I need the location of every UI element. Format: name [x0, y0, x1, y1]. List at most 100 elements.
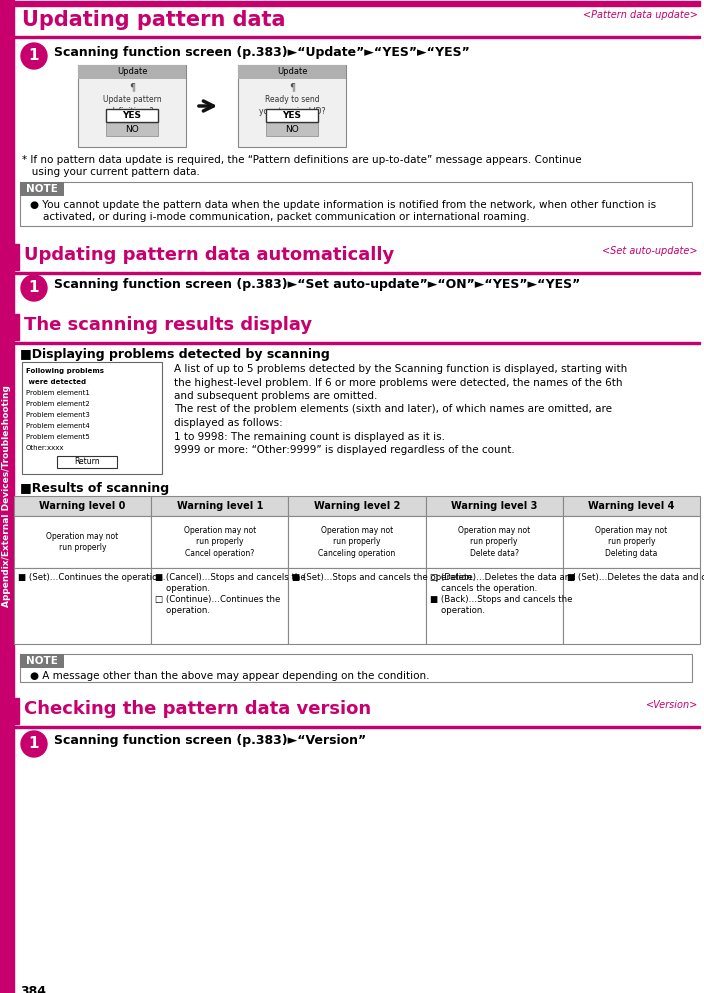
Text: A list of up to 5 problems detected by the Scanning function is displayed, start: A list of up to 5 problems detected by t… — [174, 364, 627, 374]
Text: ■ (Set)…Stops and cancels the operation.: ■ (Set)…Stops and cancels the operation. — [292, 573, 475, 582]
Bar — [78, 65, 186, 147]
Text: Other:xxxx: Other:xxxx — [26, 445, 65, 451]
Text: operation.: operation. — [155, 606, 210, 615]
Text: Operation may not
run properly
Deleting data: Operation may not run properly Deleting … — [596, 525, 667, 558]
Text: ■ (Set)…Continues the operation.: ■ (Set)…Continues the operation. — [18, 573, 165, 582]
Text: displayed as follows:: displayed as follows: — [174, 418, 283, 428]
Text: Update: Update — [277, 68, 307, 76]
Text: ● A message other than the above may appear depending on the condition.: ● A message other than the above may app… — [30, 671, 429, 681]
Text: were detected: were detected — [26, 379, 86, 385]
Text: NO: NO — [285, 125, 299, 134]
Text: Warning level 0: Warning level 0 — [39, 501, 126, 511]
Text: ¶: ¶ — [289, 82, 295, 92]
Text: Operation may not
run properly
Canceling operation: Operation may not run properly Canceling… — [318, 525, 396, 558]
Text: Return: Return — [74, 458, 100, 467]
Text: Problem element4: Problem element4 — [26, 423, 89, 429]
Text: Problem element1: Problem element1 — [26, 390, 90, 396]
Text: <Version>: <Version> — [646, 700, 698, 710]
Text: * If no pattern data update is required, the “Pattern definitions are up-to-date: * If no pattern data update is required,… — [22, 155, 582, 165]
Bar — [151, 516, 289, 568]
Bar — [57, 456, 117, 468]
Text: Updating pattern data: Updating pattern data — [22, 10, 286, 30]
Text: ■Results of scanning: ■Results of scanning — [20, 482, 169, 495]
Text: Scanning function screen (p.383)►“Version”: Scanning function screen (p.383)►“Versio… — [54, 734, 366, 747]
Text: <Pattern data update>: <Pattern data update> — [583, 10, 698, 20]
Bar — [14, 568, 151, 644]
Text: Operation may not
run properly: Operation may not run properly — [46, 531, 119, 552]
Text: YES: YES — [122, 111, 142, 120]
Text: Following problems: Following problems — [26, 368, 104, 374]
Circle shape — [21, 731, 47, 757]
Text: 384: 384 — [20, 985, 46, 993]
Text: Checking the pattern data version: Checking the pattern data version — [24, 700, 371, 718]
Text: □ (Continue)…Continues the: □ (Continue)…Continues the — [155, 595, 281, 604]
Text: YES: YES — [282, 111, 301, 120]
Text: the highest-level problem. If 6 or more problems were detected, the names of the: the highest-level problem. If 6 or more … — [174, 377, 622, 387]
Bar — [0, 0, 14, 993]
Text: 9999 or more: “Other:9999” is displayed regardless of the count.: 9999 or more: “Other:9999” is displayed … — [174, 445, 515, 455]
Text: The rest of the problem elements (sixth and later), of which names are omitted, : The rest of the problem elements (sixth … — [174, 404, 612, 414]
Bar — [106, 109, 158, 122]
Bar — [151, 496, 289, 516]
Text: and subsequent problems are omitted.: and subsequent problems are omitted. — [174, 391, 377, 401]
Text: 1 to 9998: The remaining count is displayed as it is.: 1 to 9998: The remaining count is displa… — [174, 432, 445, 442]
Text: 1: 1 — [29, 49, 39, 64]
Text: NOTE: NOTE — [26, 656, 58, 666]
Text: Appendix/External Devices/Troubleshooting: Appendix/External Devices/Troubleshootin… — [3, 385, 11, 608]
Text: Warning level 3: Warning level 3 — [451, 501, 537, 511]
Text: ■ (Back)…Stops and cancels the: ■ (Back)…Stops and cancels the — [429, 595, 572, 604]
Text: Problem element5: Problem element5 — [26, 434, 89, 440]
Bar — [20, 654, 692, 682]
Bar — [106, 123, 158, 136]
Text: Ready to send
your terminal ID?: Ready to send your terminal ID? — [259, 95, 325, 116]
Text: □ (Delete)…Deletes the data and: □ (Delete)…Deletes the data and — [429, 573, 575, 582]
Text: Update pattern
definitions?: Update pattern definitions? — [103, 95, 161, 116]
Text: Scanning function screen (p.383)►“Update”►“YES”►“YES”: Scanning function screen (p.383)►“Update… — [54, 46, 470, 59]
Text: 1: 1 — [29, 280, 39, 296]
Bar — [14, 516, 151, 568]
Text: operation.: operation. — [155, 584, 210, 593]
Text: 1: 1 — [29, 737, 39, 752]
Circle shape — [21, 275, 47, 301]
Text: ● You cannot update the pattern data when the update information is notified fro: ● You cannot update the pattern data whe… — [30, 200, 656, 210]
Text: ■ (Set)…Deletes the data and cancels the operation.: ■ (Set)…Deletes the data and cancels the… — [567, 573, 704, 582]
Bar — [238, 65, 346, 79]
Text: using your current pattern data.: using your current pattern data. — [22, 167, 200, 177]
Bar — [14, 314, 19, 340]
Bar — [14, 342, 700, 344]
Text: ¶: ¶ — [129, 82, 135, 92]
Text: Warning level 4: Warning level 4 — [589, 501, 674, 511]
Bar — [20, 182, 64, 196]
Text: ■ (Cancel)…Stops and cancels the: ■ (Cancel)…Stops and cancels the — [155, 573, 306, 582]
Bar — [562, 516, 700, 568]
Bar — [78, 65, 186, 79]
Bar — [151, 568, 289, 644]
Bar — [426, 568, 562, 644]
Bar — [22, 362, 162, 474]
Bar — [289, 516, 426, 568]
Bar — [426, 516, 562, 568]
Text: Operation may not
run properly
Delete data?: Operation may not run properly Delete da… — [458, 525, 530, 558]
Text: NOTE: NOTE — [26, 184, 58, 194]
Text: Warning level 1: Warning level 1 — [177, 501, 263, 511]
Bar — [562, 568, 700, 644]
Text: Problem element3: Problem element3 — [26, 412, 90, 418]
Circle shape — [21, 43, 47, 69]
Text: The scanning results display: The scanning results display — [24, 316, 312, 334]
Bar — [266, 109, 318, 122]
Text: Scanning function screen (p.383)►“Set auto-update”►“ON”►“YES”►“YES”: Scanning function screen (p.383)►“Set au… — [54, 278, 580, 291]
Text: Update: Update — [117, 68, 147, 76]
Bar — [14, 1, 700, 6]
Bar — [238, 65, 346, 147]
Bar — [266, 123, 318, 136]
Bar — [289, 568, 426, 644]
Text: cancels the operation.: cancels the operation. — [429, 584, 537, 593]
Bar — [426, 496, 562, 516]
Text: Problem element2: Problem element2 — [26, 401, 89, 407]
Text: ■Displaying problems detected by scanning: ■Displaying problems detected by scannin… — [20, 348, 329, 361]
Bar — [289, 496, 426, 516]
Text: Operation may not
run properly
Cancel operation?: Operation may not run properly Cancel op… — [184, 525, 256, 558]
Text: Warning level 2: Warning level 2 — [314, 501, 400, 511]
Bar — [14, 36, 700, 38]
Text: activated, or during i-mode communication, packet communication or international: activated, or during i-mode communicatio… — [30, 212, 529, 222]
